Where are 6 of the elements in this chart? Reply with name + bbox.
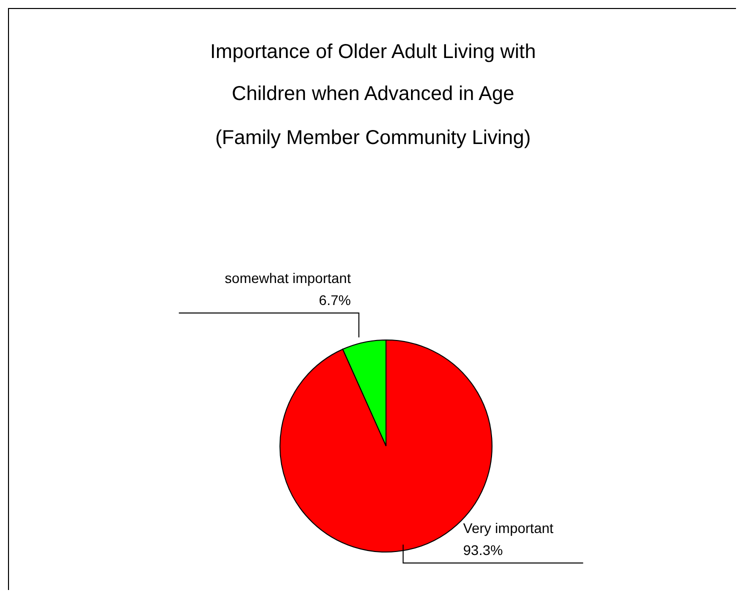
data-label: 6.7% [318, 292, 351, 308]
slice-label: Very important [463, 520, 554, 536]
data-label: 93.3% [463, 542, 503, 558]
chart-title: Importance of Older Adult Living with Children when Advanced in Age [209, 40, 537, 107]
chart-subtitle: (Family Member Community Living) [214, 126, 532, 151]
slice-label: somewhat important [224, 270, 351, 286]
